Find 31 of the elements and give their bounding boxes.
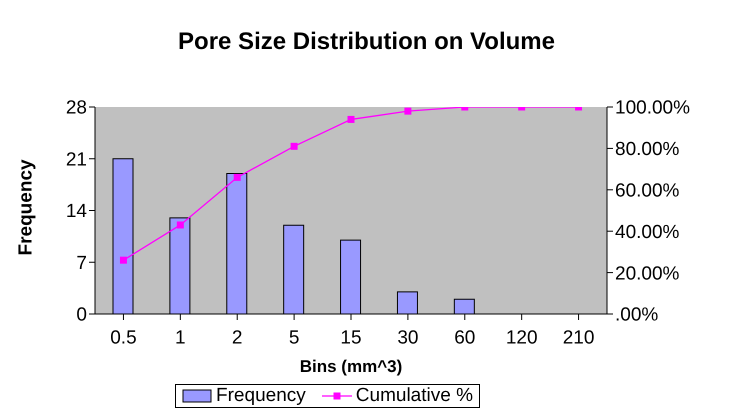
y-tick-label: 28 [66, 98, 87, 119]
point [176, 221, 184, 228]
point [234, 174, 241, 181]
x-tick-label: 5 [288, 327, 300, 348]
x-tick-label: 120 [506, 327, 538, 348]
y2-tick-label: 20.00% [615, 263, 680, 284]
point [120, 256, 127, 264]
x-tick-label: 15 [340, 327, 362, 348]
x-tick-label: 2 [232, 327, 243, 348]
x-tick-label: 210 [562, 327, 594, 348]
point [404, 108, 412, 115]
x-tick-label: 0.5 [110, 327, 137, 348]
y2-tick-label: 40.00% [615, 222, 680, 243]
y-tick-label: 0 [76, 304, 87, 326]
legend-label: Cumulative % [354, 385, 473, 407]
legend-label: Frequency [215, 385, 306, 407]
point [290, 142, 298, 150]
x-tick-label: 30 [397, 327, 418, 348]
y-tick-label: 14 [66, 201, 88, 222]
y2-tick-label: 100.00% [615, 98, 690, 119]
y2-tick-label: .00% [615, 304, 658, 326]
y2-tick-label: 60.00% [615, 180, 680, 202]
y2-tick-label: 80.00% [615, 139, 680, 160]
point [348, 116, 354, 123]
y-axis-title: Frequency [16, 158, 37, 256]
y-tick-label: 21 [66, 149, 87, 170]
y-tick-label: 7 [76, 252, 87, 274]
x-axis-title: Bins (mm^3) [300, 357, 402, 376]
x-tick-label: 1 [175, 327, 186, 348]
chart-title: Pore Size Distribution on Volume [177, 28, 556, 56]
x-tick-label: 60 [454, 327, 476, 348]
